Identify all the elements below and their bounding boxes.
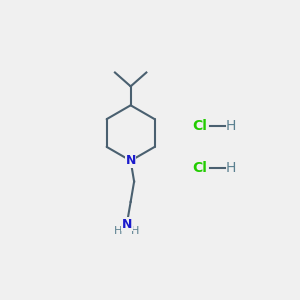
Text: H: H: [114, 226, 123, 236]
Text: N: N: [125, 154, 136, 167]
Text: H: H: [131, 226, 140, 236]
Text: N: N: [122, 218, 132, 231]
Text: Cl: Cl: [193, 119, 207, 133]
Text: H: H: [226, 119, 236, 133]
Text: Cl: Cl: [193, 161, 207, 175]
Text: H: H: [226, 161, 236, 175]
